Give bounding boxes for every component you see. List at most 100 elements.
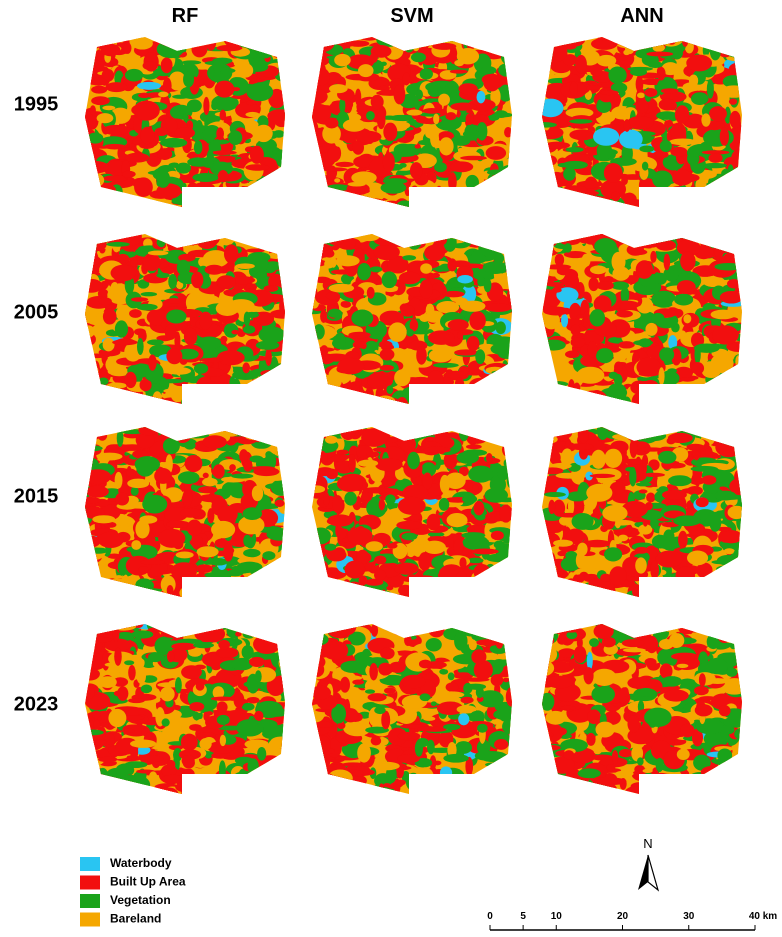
- land-patch: [85, 188, 91, 204]
- land-patch: [116, 429, 124, 447]
- land-patch: [138, 204, 148, 207]
- land-patch: [701, 113, 711, 127]
- land-patch: [269, 430, 277, 436]
- land-patch: [721, 391, 742, 403]
- land-patch: [85, 161, 109, 174]
- land-patch: [156, 234, 183, 239]
- land-patch: [342, 119, 366, 132]
- land-patch: [542, 126, 564, 140]
- land-patch: [482, 261, 509, 274]
- land-patch: [683, 314, 692, 324]
- land-patch: [85, 445, 103, 452]
- land-patch: [97, 430, 108, 441]
- land-patch: [491, 570, 507, 575]
- land-patch: [247, 188, 266, 197]
- land-patch: [618, 341, 635, 349]
- land-patch: [471, 191, 494, 207]
- land-patch: [393, 37, 400, 43]
- land-patch: [632, 587, 642, 597]
- land-patch: [174, 234, 186, 236]
- land-patch: [203, 96, 210, 116]
- land-patch: [468, 465, 494, 483]
- land-patch: [220, 401, 235, 404]
- land-patch: [489, 583, 508, 597]
- land-patch: [485, 366, 505, 374]
- land-patch: [312, 427, 322, 435]
- land-patch: [545, 579, 573, 594]
- land-patch: [601, 398, 627, 404]
- land-patch: [616, 310, 633, 318]
- land-patch: [343, 399, 362, 404]
- land-patch: [495, 184, 512, 199]
- land-patch: [243, 311, 251, 327]
- land-patch: [405, 38, 418, 44]
- land-patch: [583, 539, 612, 548]
- land-patch: [353, 391, 360, 397]
- land-patch: [591, 449, 606, 469]
- land-patch: [237, 199, 257, 207]
- land-patch: [688, 593, 699, 597]
- land-patch: [473, 563, 491, 580]
- land-patch: [270, 48, 285, 57]
- land-patch: [209, 191, 217, 205]
- land-patch: [687, 594, 707, 597]
- land-patch: [710, 576, 723, 596]
- land-patch: [160, 137, 188, 148]
- land-patch: [254, 124, 273, 143]
- land-patch: [731, 175, 742, 184]
- land-patch: [124, 371, 137, 389]
- land-patch: [258, 326, 285, 343]
- land-patch: [417, 234, 431, 238]
- land-patch: [458, 427, 469, 442]
- land-patch: [427, 330, 455, 345]
- land-patch: [485, 553, 512, 563]
- land-patch: [339, 392, 364, 404]
- land-patch: [668, 335, 678, 350]
- land-patch: [585, 568, 594, 574]
- land-patch: [201, 129, 218, 140]
- land-patch: [217, 169, 229, 183]
- land-patch: [584, 390, 608, 404]
- land-patch: [140, 684, 153, 694]
- land-patch: [238, 234, 247, 243]
- land-cover-map: [542, 427, 742, 597]
- land-patch: [85, 37, 90, 40]
- land-patch: [171, 427, 185, 429]
- land-patch: [587, 201, 606, 207]
- land-patch: [320, 452, 328, 464]
- land-patch: [312, 383, 321, 396]
- land-patch: [449, 45, 458, 65]
- land-patch: [348, 398, 361, 404]
- land-patch: [714, 392, 726, 404]
- land-patch: [646, 427, 658, 434]
- land-patch: [320, 380, 338, 397]
- land-patch: [646, 51, 674, 57]
- land-patch: [312, 198, 327, 207]
- land-patch: [710, 182, 738, 189]
- land-patch: [439, 37, 463, 45]
- land-patch: [224, 583, 239, 595]
- land-patch: [172, 94, 189, 99]
- land-patch: [115, 492, 130, 506]
- land-patch: [472, 484, 479, 495]
- land-patch: [433, 113, 440, 125]
- land-patch: [594, 238, 617, 255]
- land-patch: [544, 427, 556, 442]
- land-patch: [728, 427, 742, 434]
- land-patch: [414, 144, 421, 149]
- land-patch: [558, 37, 586, 47]
- land-patch: [494, 569, 512, 584]
- land-patch: [479, 388, 502, 394]
- land-patch: [723, 548, 735, 555]
- land-patch: [727, 505, 742, 520]
- land-patch: [370, 94, 384, 110]
- land-patch: [176, 259, 191, 276]
- land-patch: [281, 649, 285, 658]
- land-patch: [716, 376, 729, 384]
- land-patch: [705, 427, 721, 440]
- land-patch: [438, 137, 454, 156]
- land-patch: [324, 435, 338, 444]
- land-patch: [201, 381, 228, 401]
- land-patch: [548, 499, 556, 515]
- land-patch: [346, 397, 356, 404]
